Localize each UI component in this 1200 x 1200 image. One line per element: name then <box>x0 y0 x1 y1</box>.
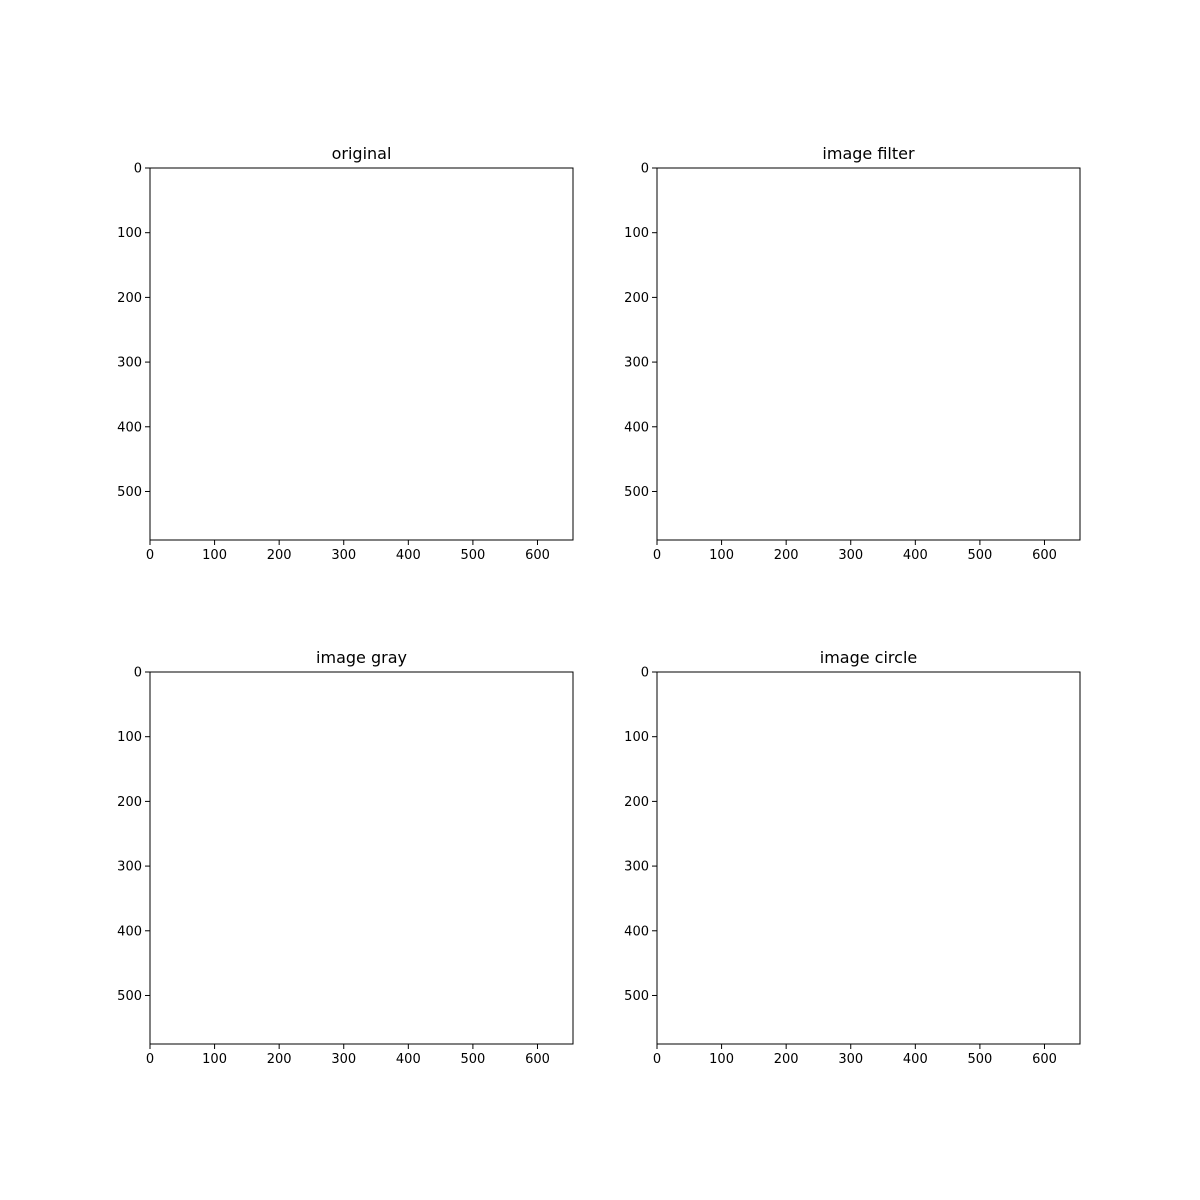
x-tick-label: 500 <box>967 1052 992 1067</box>
y-tick-label: 400 <box>624 420 649 435</box>
x-tick-label: 300 <box>838 548 863 563</box>
y-tick-label: 400 <box>117 420 142 435</box>
x-tick-label: 500 <box>460 548 485 563</box>
axes-frame <box>656 671 1081 1045</box>
panel-1: 0 100 200 300 400 500 600 0 100 200 300 400 500 origi… <box>117 144 574 563</box>
y-tick-label: 100 <box>117 226 142 241</box>
y-tick-label: 400 <box>117 924 142 939</box>
y-tick-label: 100 <box>117 730 142 745</box>
y-tick-label: 500 <box>117 485 142 500</box>
y-tick-label: 500 <box>117 989 142 1004</box>
x-tick-label: 100 <box>202 548 227 563</box>
x-tick-label: 200 <box>267 1052 292 1067</box>
y-tick-label: 400 <box>624 924 649 939</box>
x-tick-label: 600 <box>1032 548 1057 563</box>
panel-title: image circle <box>820 648 917 667</box>
panel-3: 0 100 200 300 400 500 600 0 100 200 300 400 500 image… <box>117 648 574 1067</box>
x-tick-label: 0 <box>146 1052 154 1067</box>
y-tick-label: 0 <box>641 666 649 681</box>
x-tick-label: 200 <box>774 1052 799 1067</box>
y-tick-label: 500 <box>624 989 649 1004</box>
y-tick-label: 300 <box>624 356 649 371</box>
panel-title: image gray <box>316 648 407 667</box>
panel-4: 0 100 200 300 400 500 600 0 100 200 300 400 500 image… <box>624 648 1081 1067</box>
y-tick-label: 200 <box>117 795 142 810</box>
x-tick-label: 0 <box>146 548 154 563</box>
y-tick-label: 200 <box>624 291 649 306</box>
x-tick-label: 0 <box>653 548 661 563</box>
panel-2: 0 100 200 300 400 500 600 0 100 200 300 400 500 image… <box>624 144 1081 563</box>
axes-frame <box>149 167 574 541</box>
x-tick-label: 300 <box>331 1052 356 1067</box>
x-tick-label: 500 <box>967 548 992 563</box>
x-tick-label: 100 <box>709 1052 734 1067</box>
x-tick-label: 600 <box>525 548 550 563</box>
panel-title: original <box>332 144 392 163</box>
y-tick-label: 300 <box>117 860 142 875</box>
x-tick-label: 600 <box>1032 1052 1057 1067</box>
x-tick-label: 100 <box>709 548 734 563</box>
y-tick-label: 100 <box>624 730 649 745</box>
y-tick-label: 300 <box>117 356 142 371</box>
axes-frame <box>656 167 1081 541</box>
x-tick-label: 0 <box>653 1052 661 1067</box>
x-tick-label: 500 <box>460 1052 485 1067</box>
x-tick-label: 400 <box>396 1052 421 1067</box>
axes-frame <box>149 671 574 1045</box>
x-tick-label: 600 <box>525 1052 550 1067</box>
x-tick-label: 300 <box>838 1052 863 1067</box>
x-tick-label: 400 <box>903 548 928 563</box>
x-tick-label: 300 <box>331 548 356 563</box>
y-tick-label: 100 <box>624 226 649 241</box>
y-tick-label: 0 <box>134 162 142 177</box>
x-tick-label: 400 <box>903 1052 928 1067</box>
x-tick-label: 100 <box>202 1052 227 1067</box>
y-tick-label: 300 <box>624 860 649 875</box>
y-tick-label: 500 <box>624 485 649 500</box>
y-tick-label: 200 <box>117 291 142 306</box>
x-tick-label: 200 <box>267 548 292 563</box>
panel-title: image filter <box>822 144 915 163</box>
x-tick-label: 400 <box>396 548 421 563</box>
x-tick-label: 200 <box>774 548 799 563</box>
y-tick-label: 0 <box>641 162 649 177</box>
y-tick-label: 0 <box>134 666 142 681</box>
y-tick-label: 200 <box>624 795 649 810</box>
